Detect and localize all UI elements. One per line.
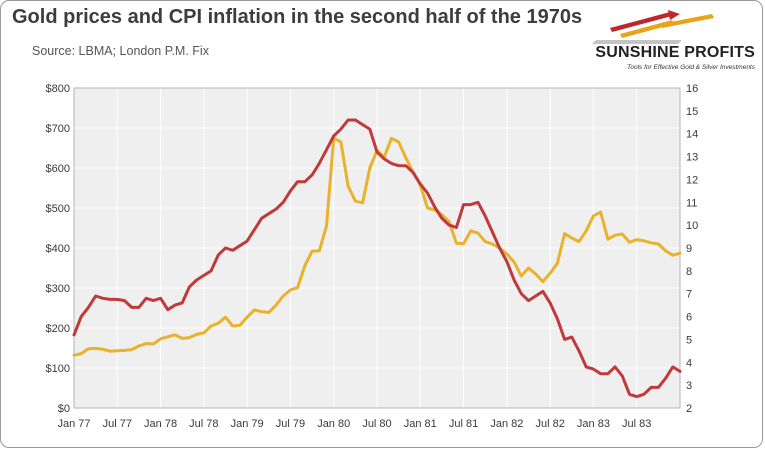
right-axis-tick-label: 14 (686, 129, 698, 141)
logo-tagline: Tools for Effective Gold & Silver Invest… (626, 64, 755, 71)
x-axis-tick-label: Jan 82 (490, 418, 523, 430)
left-axis-tick-label: $700 (46, 123, 70, 135)
x-axis-tick-label: Jan 78 (144, 418, 177, 430)
left-axis-tick-label: $600 (46, 163, 70, 175)
left-axis-tick-label: $800 (46, 83, 70, 95)
left-axis-tick-label: $500 (46, 203, 70, 215)
left-axis-tick-label: $100 (46, 363, 70, 375)
right-axis-tick-label: 4 (686, 357, 692, 369)
gridlines (73, 87, 681, 409)
x-axis-ticks: Jan 77 Jul 77 Jan 78 Jul 78 Jan 79 Jul 79 Jan … (57, 418, 651, 430)
x-axis-tick-label: Jul 77 (103, 418, 132, 430)
right-axis-tick-label: 10 (686, 220, 698, 232)
right-axis-tick-label: 3 (686, 380, 692, 392)
x-axis-tick-label: Jan 79 (231, 418, 264, 430)
left-axis-tick-label: $300 (46, 283, 70, 295)
right-axis-tick-label: 15 (686, 106, 698, 118)
logo-name: SUNSHINE PROFITS (595, 44, 755, 61)
sunshine-profits-logo: SUNSHINE PROFITS Tools for Effective Gol… (590, 10, 755, 76)
right-axis-tick-label: 8 (686, 266, 692, 278)
right-axis-tick-label: 6 (686, 312, 692, 324)
x-axis-tick-label: Jul 83 (622, 418, 651, 430)
chart-source: Source: LBMA; London P.M. Fix (32, 44, 209, 58)
x-axis-tick-label: Jul 81 (449, 418, 478, 430)
x-axis-tick-label: Jul 80 (362, 418, 391, 430)
right-axis-tick-label: 13 (686, 152, 698, 164)
rising-arrows-logo-icon (592, 10, 714, 44)
x-axis-tick-label: Jul 78 (189, 418, 218, 430)
chart-title: Gold prices and CPI inflation in the sec… (12, 6, 583, 28)
series-lines (72, 118, 682, 399)
x-axis-tick-label: Jul 79 (276, 418, 305, 430)
left-axis-ticks: $0 $100 $200 $300 $400 $500 $600 $700 $800 (46, 83, 70, 415)
right-axis-tick-label: 5 (686, 334, 692, 346)
right-axis-ticks: 2 3 4 5 6 7 8 9 10 11 12 13 14 15 16 (686, 83, 698, 415)
right-axis-tick-label: 9 (686, 243, 692, 255)
right-axis-tick-label: 16 (686, 83, 698, 95)
right-axis-tick-label: 2 (686, 403, 692, 415)
plot-border (73, 87, 681, 409)
cpi-inflation-line (72, 118, 682, 399)
left-axis-tick-label: $400 (46, 243, 70, 255)
right-axis-tick-label: 12 (686, 174, 698, 186)
x-axis-tick-label: Jan 83 (577, 418, 610, 430)
right-axis-tick-label: 7 (686, 289, 692, 301)
left-axis-tick-label: $200 (46, 323, 70, 335)
x-axis-tick-label: Jan 77 (57, 418, 90, 430)
right-axis-tick-label: 11 (686, 197, 697, 209)
x-axis-tick-label: Jul 82 (535, 418, 564, 430)
x-axis-tick-label: Jan 80 (317, 418, 350, 430)
left-axis-tick-label: $0 (58, 403, 70, 415)
x-axis-tick-label: Jan 81 (404, 418, 437, 430)
